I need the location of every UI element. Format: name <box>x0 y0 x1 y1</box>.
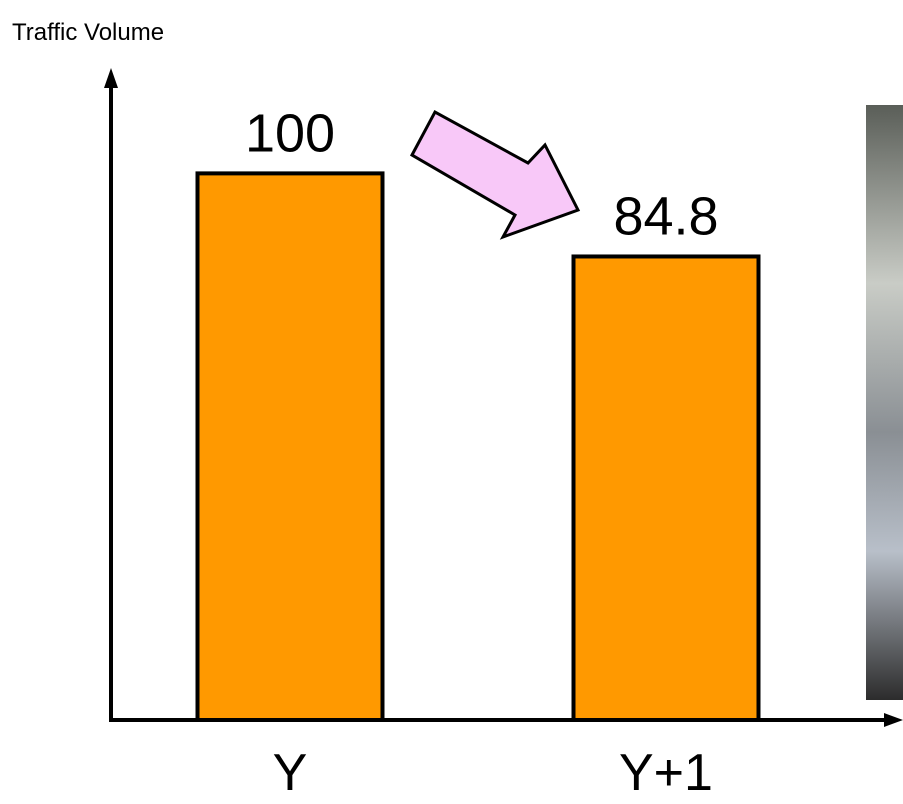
bar <box>195 171 385 722</box>
y-axis-arrow <box>104 68 118 88</box>
photo <box>866 105 903 700</box>
x-tick-label: Y+1 <box>619 744 713 802</box>
decrease-arrow <box>409 109 581 240</box>
bar <box>571 254 761 722</box>
axes <box>104 68 903 727</box>
data-label: 100 <box>245 103 335 163</box>
chart-title: Traffic Volume <box>12 19 164 46</box>
data-label: 84.8 <box>613 186 718 246</box>
x-tick-label: Y <box>273 744 308 802</box>
x-axis-arrow <box>884 713 903 727</box>
